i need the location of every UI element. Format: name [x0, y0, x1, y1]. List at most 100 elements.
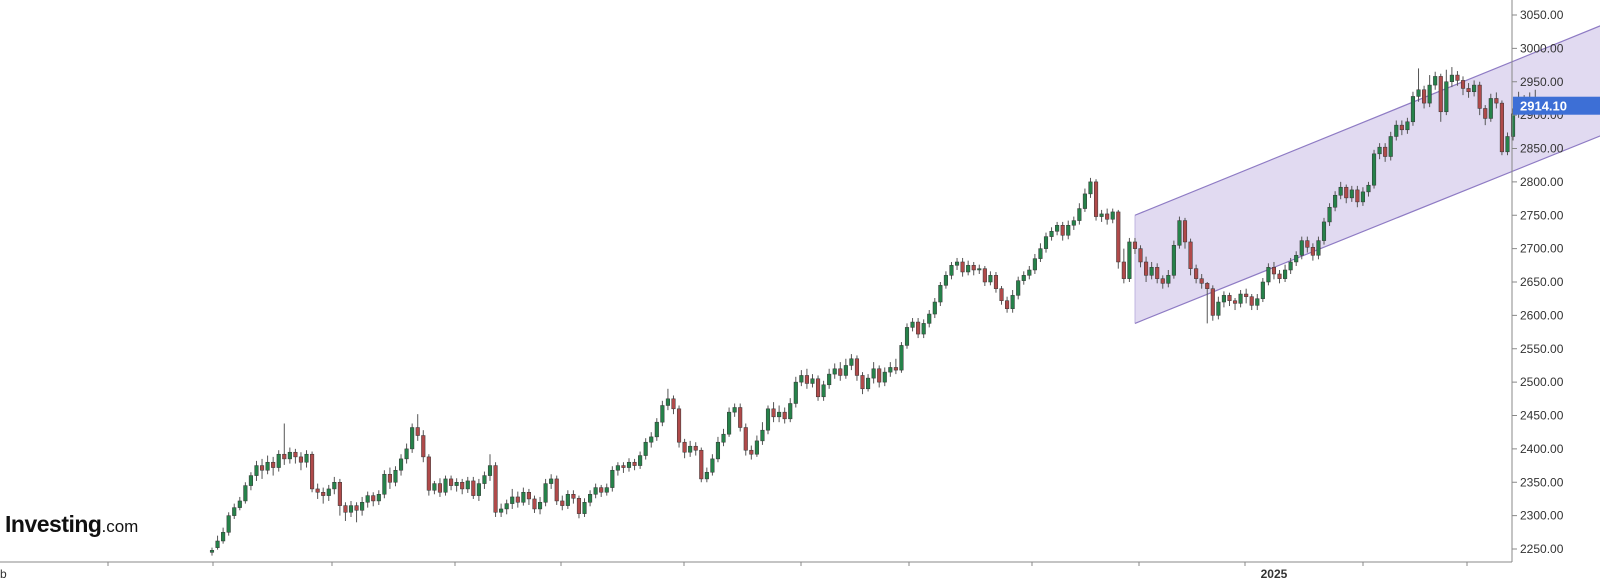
candle-body	[732, 407, 737, 413]
candle	[1027, 265, 1032, 280]
candle-body	[966, 265, 971, 273]
candle-body	[1483, 108, 1488, 119]
candle-body	[1338, 186, 1343, 196]
candle	[1249, 294, 1254, 311]
candle	[332, 476, 337, 495]
candle	[738, 403, 743, 432]
candle	[443, 475, 448, 496]
candle-body	[1260, 281, 1265, 299]
candle-body	[827, 373, 832, 386]
last-price-label: 2914.10	[1520, 99, 1567, 114]
candle	[254, 460, 259, 481]
candle-body	[371, 495, 376, 502]
candle	[654, 418, 659, 441]
candle	[282, 423, 287, 465]
candle-body	[1121, 261, 1126, 279]
candle-body	[777, 411, 782, 418]
candle	[916, 318, 921, 339]
candle-body	[927, 313, 932, 324]
candle	[1283, 264, 1288, 282]
candle	[271, 456, 276, 476]
candle-body	[871, 368, 876, 379]
channel-upper-line[interactable]	[1134, 18, 1600, 216]
candle	[949, 261, 954, 280]
candle	[1466, 83, 1471, 98]
candle	[560, 495, 565, 511]
candle-body	[715, 441, 721, 460]
candle	[1349, 185, 1354, 202]
candle	[437, 478, 443, 497]
y-tick-label: 3000.00	[1520, 41, 1564, 55]
candle-body	[682, 441, 687, 453]
candle	[1494, 92, 1499, 109]
candle	[1360, 187, 1365, 206]
candle	[1160, 275, 1165, 289]
candle	[398, 454, 404, 476]
candle	[276, 450, 281, 472]
y-tick-label: 2600.00	[1520, 308, 1564, 322]
candle	[248, 472, 253, 491]
candle	[1438, 73, 1443, 122]
candle-body	[1377, 146, 1382, 155]
candle-body	[738, 407, 743, 428]
candle-body	[760, 429, 765, 442]
candle	[704, 467, 709, 483]
candle-body	[1399, 124, 1404, 131]
candle	[699, 447, 704, 483]
candle-body	[1132, 241, 1138, 249]
channel-lower-line[interactable]	[1134, 128, 1600, 324]
candle	[532, 495, 537, 513]
candle-body	[1310, 247, 1315, 256]
candle-body	[665, 398, 670, 406]
candle	[1016, 276, 1021, 300]
candle-body	[866, 377, 871, 390]
candle-body	[410, 427, 415, 450]
candle	[977, 264, 982, 274]
candle-body	[1221, 295, 1226, 303]
candle-body	[1055, 225, 1060, 232]
candle	[1110, 208, 1115, 224]
candle	[410, 423, 415, 453]
candle	[888, 362, 893, 377]
candle	[599, 484, 604, 497]
candle	[710, 454, 715, 476]
y-tick-label: 3050.00	[1520, 8, 1564, 22]
candle-body	[1049, 231, 1054, 237]
last-price-tag	[1513, 96, 1600, 115]
candle	[943, 271, 948, 289]
candle	[971, 261, 976, 276]
candle-body	[1194, 268, 1199, 279]
candle	[215, 535, 220, 550]
candle-body	[415, 427, 420, 436]
candle	[1460, 76, 1466, 96]
candle-body	[1216, 301, 1221, 316]
candle-body	[1182, 220, 1188, 243]
candle-body	[916, 321, 921, 335]
candle-body	[632, 461, 637, 466]
candle	[649, 432, 654, 448]
candle-body	[1455, 74, 1460, 81]
candle-body	[749, 449, 754, 455]
candle-body	[765, 408, 771, 431]
candle	[360, 496, 365, 516]
candle-body	[393, 469, 398, 483]
candle-body	[243, 485, 248, 502]
candle	[237, 496, 242, 511]
candle-body	[360, 502, 365, 511]
candle-body	[1305, 240, 1310, 248]
candle-body	[626, 461, 632, 468]
y-tick-label: 2850.00	[1520, 142, 1564, 156]
candle-body	[977, 268, 982, 271]
candle-body	[254, 465, 259, 476]
candle	[1399, 120, 1404, 136]
candle	[1394, 120, 1399, 141]
candle-body	[921, 323, 926, 335]
candle	[1488, 93, 1493, 122]
candle-body	[426, 456, 431, 491]
candle-body	[337, 482, 342, 506]
candle	[382, 470, 387, 499]
candle-body	[1371, 153, 1377, 186]
candle-body	[237, 500, 242, 508]
